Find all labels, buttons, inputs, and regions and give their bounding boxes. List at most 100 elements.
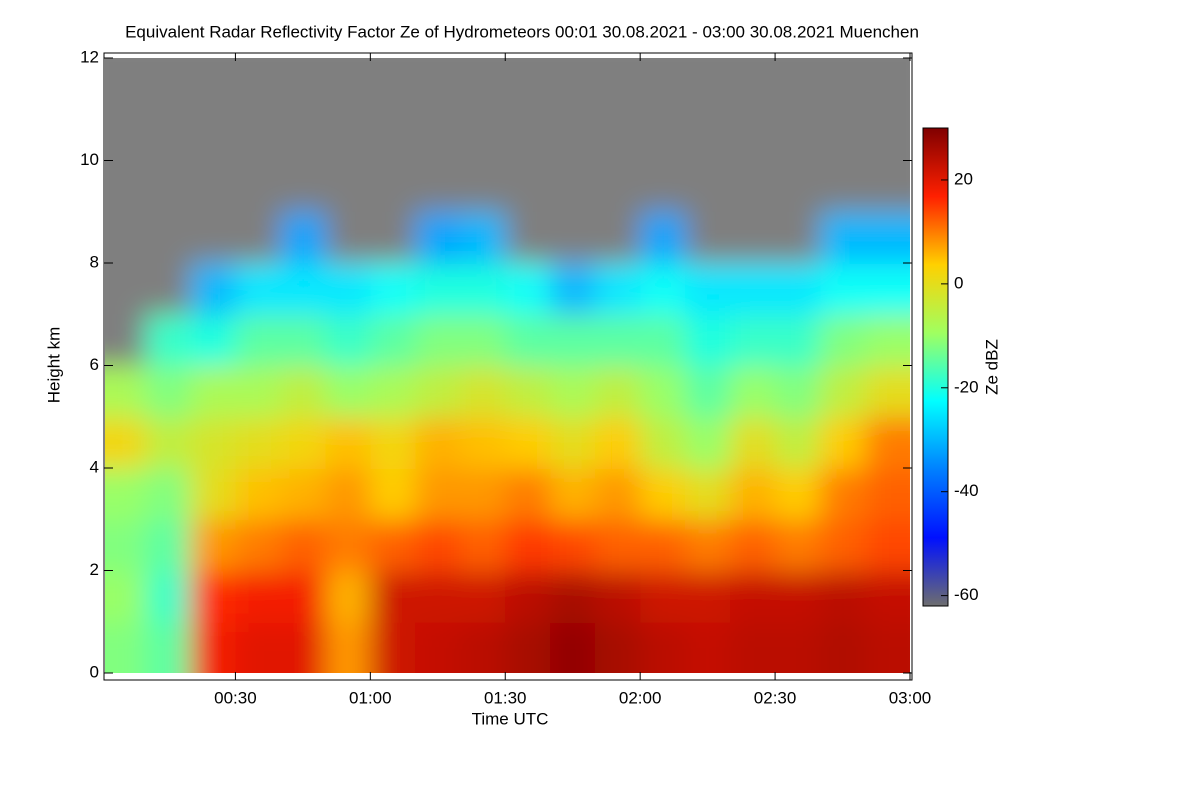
heatmap-cell bbox=[190, 570, 237, 623]
heatmap-cell bbox=[415, 570, 462, 623]
heatmap-cell bbox=[820, 570, 867, 623]
heatmap-cell bbox=[145, 468, 192, 521]
heatmap-cell bbox=[415, 365, 462, 418]
heatmap-cell bbox=[370, 314, 417, 367]
heatmap-cell bbox=[505, 365, 552, 418]
colorbar bbox=[922, 127, 949, 607]
heatmap-cell bbox=[415, 621, 462, 673]
heatmap-cell bbox=[640, 365, 687, 418]
x-tick-label: 03:00 bbox=[889, 688, 932, 707]
heatmap-cell bbox=[820, 416, 867, 469]
heatmap-cell bbox=[280, 519, 327, 572]
heatmap-cell bbox=[820, 211, 867, 264]
heatmap-cell bbox=[415, 416, 462, 469]
heatmap-cell bbox=[505, 519, 552, 572]
x-tick-label: 00:30 bbox=[214, 688, 257, 707]
heatmap-cell bbox=[865, 314, 910, 367]
heatmap-cell bbox=[145, 570, 192, 623]
heatmap-cell bbox=[730, 519, 777, 572]
heatmap-cell bbox=[775, 621, 822, 673]
heatmap-cell bbox=[235, 468, 282, 521]
heatmap-cell bbox=[460, 570, 507, 623]
heatmap-cell bbox=[460, 314, 507, 367]
heatmap-cell bbox=[505, 621, 552, 673]
heatmap-cell bbox=[775, 570, 822, 623]
heatmap-cell bbox=[550, 263, 597, 316]
heatmap-cell bbox=[415, 314, 462, 367]
heatmap-cell bbox=[280, 314, 327, 367]
heatmap-cell bbox=[235, 621, 282, 673]
heatmap-cell bbox=[550, 314, 597, 367]
heatmap-cell bbox=[640, 621, 687, 673]
heatmap-cell bbox=[325, 468, 372, 521]
heatmap-cell bbox=[685, 570, 732, 623]
heatmap-cell bbox=[775, 365, 822, 418]
y-tick-label: 10 bbox=[80, 150, 99, 169]
heatmap-cell bbox=[820, 519, 867, 572]
heatmap-cell bbox=[460, 468, 507, 521]
heatmap-cell bbox=[505, 263, 552, 316]
heatmap-cell bbox=[190, 365, 237, 418]
x-tick-label: 02:00 bbox=[619, 688, 662, 707]
heatmap-cell bbox=[730, 365, 777, 418]
heatmap-cell bbox=[190, 468, 237, 521]
heatmap-cell bbox=[415, 468, 462, 521]
colorbar-tick-label: -40 bbox=[954, 481, 979, 500]
heatmap-cell bbox=[865, 468, 910, 521]
heatmap bbox=[105, 58, 910, 673]
y-axis-label: Height km bbox=[44, 327, 63, 404]
heatmap-cell bbox=[865, 621, 910, 673]
heatmap-cell bbox=[325, 263, 372, 316]
heatmap-cell bbox=[280, 211, 327, 264]
heatmap-cell bbox=[235, 570, 282, 623]
heatmap-cell bbox=[370, 519, 417, 572]
y-tick-label: 6 bbox=[90, 355, 99, 374]
heatmap-cell bbox=[640, 519, 687, 572]
heatmap-cell bbox=[640, 211, 687, 264]
heatmap-cell bbox=[370, 416, 417, 469]
heatmap-cell bbox=[460, 365, 507, 418]
heatmap-cell bbox=[145, 314, 192, 367]
heatmap-cell bbox=[595, 468, 642, 521]
x-tick-label: 02:30 bbox=[754, 688, 797, 707]
heatmap-cell bbox=[415, 519, 462, 572]
heatmap-cell bbox=[730, 416, 777, 469]
heatmap-cell bbox=[730, 468, 777, 521]
heatmap-cell bbox=[235, 416, 282, 469]
heatmap-cell bbox=[505, 314, 552, 367]
heatmap-cell bbox=[105, 468, 147, 521]
heatmap-cell bbox=[370, 263, 417, 316]
heatmap-cell bbox=[640, 570, 687, 623]
heatmap-cell bbox=[190, 314, 237, 367]
heatmap-cell bbox=[415, 263, 462, 316]
heatmap-cell bbox=[325, 365, 372, 418]
heatmap-cell bbox=[865, 365, 910, 418]
heatmap-cell bbox=[685, 314, 732, 367]
heatmap-cell bbox=[280, 263, 327, 316]
heatmap-cell bbox=[460, 621, 507, 673]
heatmap-cell bbox=[370, 570, 417, 623]
heatmap-cell bbox=[370, 621, 417, 673]
heatmap-cell bbox=[235, 263, 282, 316]
heatmap-cell bbox=[595, 263, 642, 316]
heatmap-cell bbox=[105, 519, 147, 572]
heatmap-cell bbox=[775, 468, 822, 521]
heatmap-cell bbox=[550, 468, 597, 521]
heatmap-cell bbox=[775, 416, 822, 469]
heatmap-cell bbox=[820, 365, 867, 418]
heatmap-cell bbox=[730, 314, 777, 367]
heatmap-cell bbox=[190, 416, 237, 469]
heatmap-cell bbox=[595, 621, 642, 673]
heatmap-cell bbox=[105, 570, 147, 623]
heatmap-cell bbox=[280, 570, 327, 623]
heatmap-cell bbox=[775, 263, 822, 316]
y-tick-label: 12 bbox=[80, 47, 99, 66]
y-tick-label: 0 bbox=[90, 662, 99, 681]
x-tick-label: 01:30 bbox=[484, 688, 527, 707]
heatmap-cell bbox=[595, 314, 642, 367]
colorbar-tick-label: -60 bbox=[954, 585, 979, 604]
heatmap-cell bbox=[505, 570, 552, 623]
chart-title: Equivalent Radar Reflectivity Factor Ze … bbox=[125, 22, 919, 41]
heatmap-cell bbox=[820, 263, 867, 316]
